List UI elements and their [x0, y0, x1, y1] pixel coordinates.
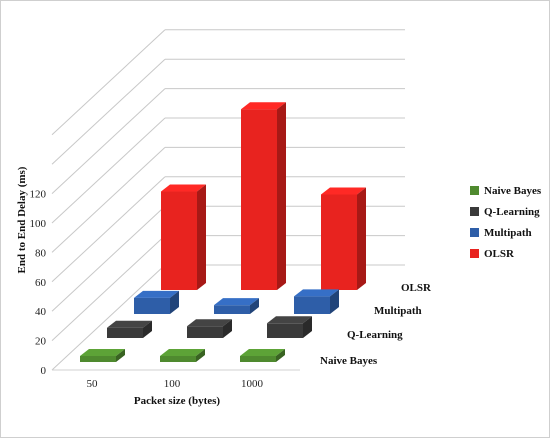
x-tick-labels: 50 100 1000	[87, 378, 264, 390]
x-tick-label: 100	[164, 378, 181, 390]
bar	[160, 349, 205, 362]
legend: Naive Bayes Q-Learning Multipath OLSR	[470, 180, 541, 264]
bar	[294, 289, 339, 314]
series-depth-label: OLSR	[401, 282, 432, 294]
legend-swatch	[470, 228, 479, 237]
legend-label: OLSR	[484, 247, 514, 260]
legend-label: Multipath	[484, 226, 532, 239]
gridline-side	[51, 147, 166, 253]
series-depth-label: Naive Bayes	[320, 355, 378, 367]
legend-item: Q-Learning	[470, 201, 541, 222]
bar	[241, 102, 286, 290]
bars	[80, 102, 366, 362]
legend-item: Naive Bayes	[470, 180, 541, 201]
legend-label: Q-Learning	[484, 205, 540, 218]
legend-swatch	[470, 249, 479, 258]
bar	[321, 187, 366, 290]
y-tick-label: 120	[30, 189, 47, 201]
series-depth-label: Q-Learning	[347, 329, 403, 341]
legend-swatch	[470, 186, 479, 195]
x-tick-label: 50	[87, 378, 99, 390]
x-tick-label: 1000	[241, 378, 264, 390]
y-tick-label: 20	[35, 336, 47, 348]
gridline-side	[51, 176, 166, 283]
legend-label: Naive Bayes	[484, 184, 542, 197]
y-tick-labels: 0 20 40 60 80 100 120	[30, 189, 47, 377]
y-tick-label: 80	[35, 247, 47, 259]
bar	[107, 320, 152, 338]
gridline-side	[51, 235, 166, 341]
x-axis-title: Packet size (bytes)	[134, 395, 220, 407]
gridline-side	[51, 88, 166, 194]
bar	[134, 290, 179, 314]
bar	[161, 184, 206, 290]
y-tick-label: 0	[41, 365, 47, 377]
bar	[267, 316, 312, 338]
series-depth-label: Multipath	[374, 305, 422, 317]
y-tick-label: 60	[35, 277, 47, 289]
bar	[80, 349, 125, 362]
y-tick-label: 40	[35, 306, 47, 318]
gridline-side	[51, 205, 166, 312]
gridline-side	[51, 117, 166, 224]
legend-item: OLSR	[470, 243, 541, 264]
bar	[240, 349, 285, 362]
series-depth-labels: Naive Bayes Q-Learning Multipath OLSR	[320, 282, 432, 367]
y-axis-title: End to End Delay (ms)	[16, 166, 28, 273]
legend-item: Multipath	[470, 222, 541, 243]
bar	[214, 298, 259, 314]
y-tick-label: 100	[30, 218, 47, 230]
legend-swatch	[470, 207, 479, 216]
gridline-side	[51, 58, 166, 165]
gridline-side	[51, 264, 166, 371]
gridline-side	[51, 29, 166, 136]
bar	[187, 319, 232, 338]
